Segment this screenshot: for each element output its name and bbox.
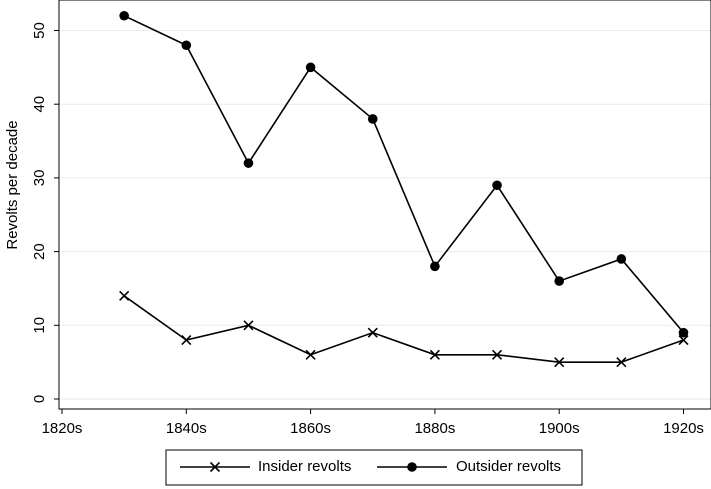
data-point-circle: [678, 327, 689, 338]
x-tick-label: 1920s: [663, 420, 704, 437]
series-layer: [119, 10, 689, 368]
data-point-x: [678, 334, 689, 346]
data-point-x: [119, 290, 130, 301]
data-point-x: [429, 349, 440, 360]
data-point-circle: [243, 158, 254, 168]
legend-key: [377, 462, 447, 472]
y-tick-label: 50: [31, 22, 48, 39]
data-point-circle: [554, 276, 564, 286]
legend-label: Outsider revolts: [456, 458, 561, 475]
x-tick-label: 1860s: [290, 420, 331, 437]
data-point-circle: [367, 114, 378, 124]
data-point-x: [367, 327, 378, 338]
y-axis-title: Revolts per decade: [4, 120, 21, 249]
series-line: [123, 15, 685, 334]
gridlines: [59, 30, 711, 400]
x-axis: 1820s 1840s 1860s 1880s 1900s 1920s: [42, 409, 704, 437]
y-tick-label: 40: [31, 96, 48, 113]
data-point-circle: [430, 261, 440, 272]
x-tick-label: 1820s: [42, 420, 83, 437]
data-point-circle: [119, 10, 129, 21]
data-point-circle: [305, 62, 316, 73]
series-insider: [119, 290, 689, 368]
y-tick-label: 30: [31, 170, 48, 187]
plot-frame: [58, 0, 711, 410]
data-point-x: [181, 334, 192, 346]
series-outsider: [119, 10, 689, 338]
legend-key: [180, 461, 250, 473]
y-tick-label: 20: [31, 243, 48, 260]
legend: Insider revolts Outsider revolts: [165, 449, 583, 486]
legend-label: Insider revolts: [258, 458, 351, 475]
x-tick-label: 1840s: [166, 420, 207, 437]
data-point-x: [305, 349, 316, 360]
data-point-circle: [181, 40, 192, 51]
x-tick-label: 1880s: [414, 420, 455, 437]
y-tick-label: 10: [31, 317, 48, 334]
data-point-x: [616, 357, 627, 368]
y-axis: 0 10 20 30 40 50: [31, 22, 59, 403]
data-point-circle: [616, 254, 627, 264]
y-tick-label: 0: [31, 395, 48, 403]
data-point-x: [554, 357, 565, 368]
data-point-x: [243, 320, 254, 331]
x-tick-label: 1900s: [539, 420, 580, 437]
data-point-x: [491, 349, 503, 360]
legend-marker: [209, 461, 221, 473]
series-line: [123, 295, 684, 363]
legend-marker: [407, 462, 417, 472]
data-point-circle: [492, 180, 502, 191]
